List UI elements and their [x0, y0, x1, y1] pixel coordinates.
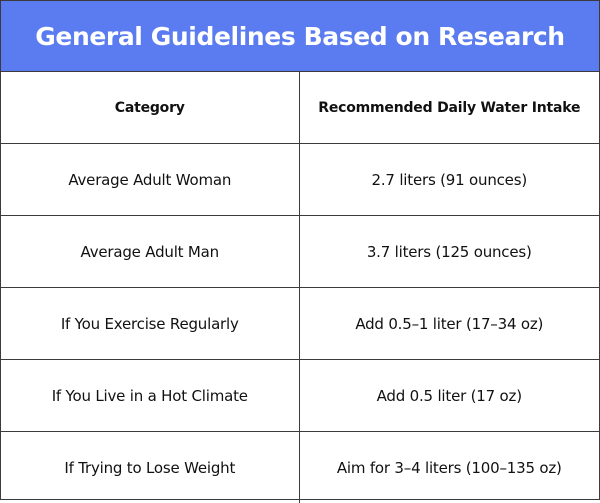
column-header-intake: Recommended Daily Water Intake: [299, 72, 599, 144]
category-cell: If You Live in a Hot Climate: [1, 360, 299, 432]
category-cell: If Trying to Lose Weight: [1, 432, 299, 503]
category-cell: Average Adult Woman: [1, 144, 299, 216]
table-row: If You Live in a Hot Climate Add 0.5 lit…: [1, 360, 599, 432]
table-header-row: Category Recommended Daily Water Intake: [1, 72, 599, 144]
intake-cell: Add 0.5–1 liter (17–34 oz): [299, 288, 599, 360]
water-intake-table: Category Recommended Daily Water Intake …: [1, 72, 599, 503]
column-header-category: Category: [1, 72, 299, 144]
intake-cell: 2.7 liters (91 ounces): [299, 144, 599, 216]
category-cell: If You Exercise Regularly: [1, 288, 299, 360]
intake-cell: Aim for 3–4 liters (100–135 oz): [299, 432, 599, 503]
intake-cell: Add 0.5 liter (17 oz): [299, 360, 599, 432]
page-title: General Guidelines Based on Research: [35, 22, 564, 51]
category-cell: Average Adult Man: [1, 216, 299, 288]
title-banner: General Guidelines Based on Research: [1, 1, 599, 72]
table-row: If You Exercise Regularly Add 0.5–1 lite…: [1, 288, 599, 360]
table-row: If Trying to Lose Weight Aim for 3–4 lit…: [1, 432, 599, 503]
intake-cell: 3.7 liters (125 ounces): [299, 216, 599, 288]
table-row: Average Adult Woman 2.7 liters (91 ounce…: [1, 144, 599, 216]
table-row: Average Adult Man 3.7 liters (125 ounces…: [1, 216, 599, 288]
